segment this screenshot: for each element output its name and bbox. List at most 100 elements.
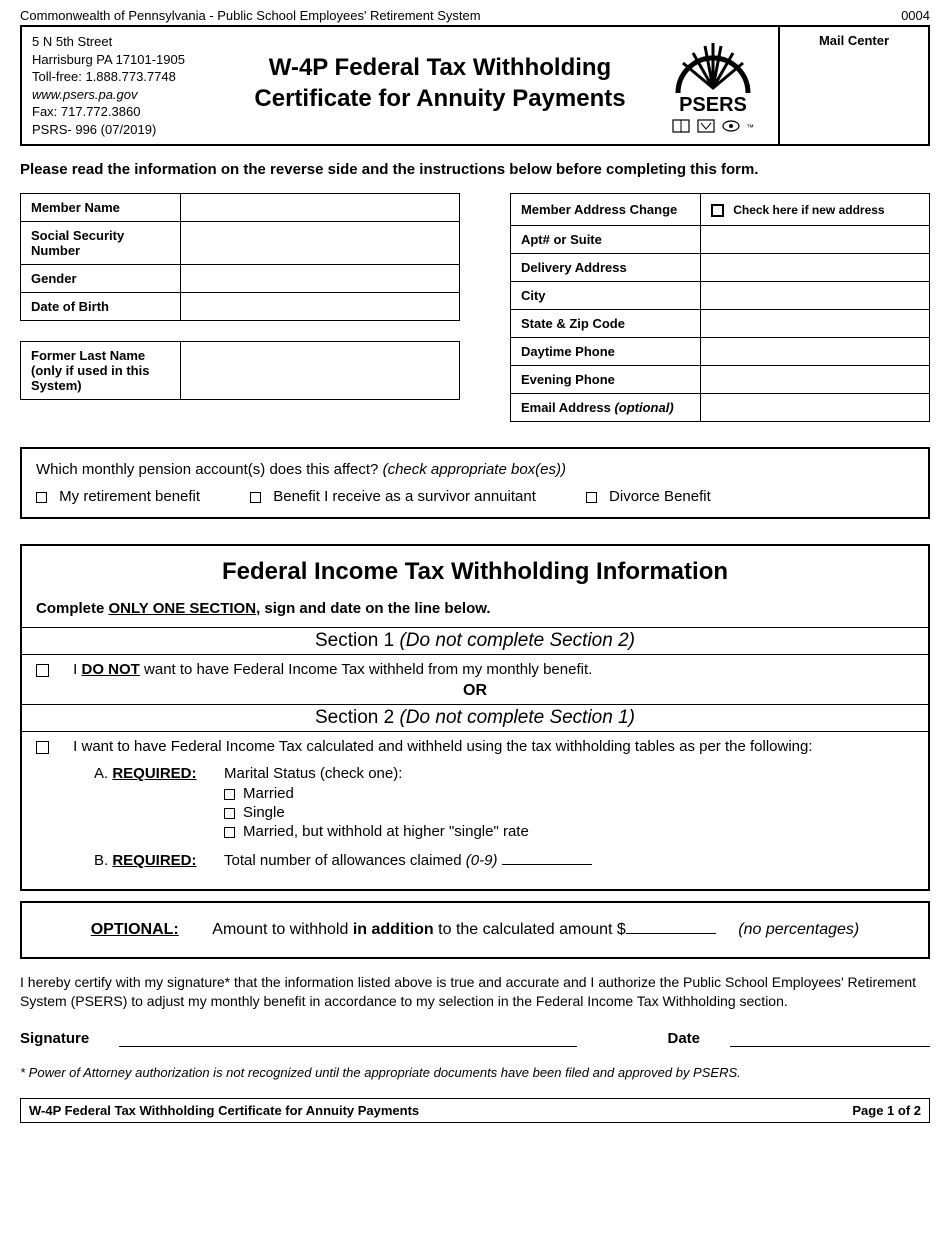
member-name-input[interactable] <box>180 194 459 222</box>
addr-line1: 5 N 5th Street <box>32 33 222 51</box>
email-input[interactable] <box>700 394 929 422</box>
former-name-input[interactable] <box>180 342 459 400</box>
section1-header: Section 1 (Do not complete Section 2) <box>22 627 928 655</box>
single-checkbox[interactable] <box>224 808 235 819</box>
federal-instruction: Complete ONLY ONE SECTION, sign and date… <box>22 600 928 617</box>
req-b-text: Total number of allowances claimed <box>224 852 466 869</box>
ssn-input[interactable] <box>180 222 459 265</box>
dayphone-input[interactable] <box>700 338 929 366</box>
table-row: Delivery Address <box>510 254 929 282</box>
address-block: 5 N 5th Street Harrisburg PA 17101-1905 … <box>22 27 232 144</box>
required-b: B. REQUIRED: Total number of allowances … <box>94 852 914 869</box>
s2-text: I want to have Federal Income Tax calcul… <box>73 738 812 755</box>
optional-box: OPTIONAL: Amount to withhold in addition… <box>20 901 930 959</box>
section2-checkbox[interactable] <box>36 741 49 754</box>
form-code: PSRS- 996 (07/2019) <box>32 121 222 139</box>
apt-label: Apt# or Suite <box>510 226 700 254</box>
table-row: Daytime Phone <box>510 338 929 366</box>
retirement-label: My retirement benefit <box>59 488 200 505</box>
statezip-input[interactable] <box>700 310 929 338</box>
email-optional: (optional) <box>614 400 673 415</box>
optional-hint: (no percentages) <box>738 921 859 938</box>
apt-input[interactable] <box>700 226 929 254</box>
retirement-checkbox[interactable] <box>36 492 47 503</box>
married-single-rate-label: Married, but withhold at higher "single"… <box>243 823 529 840</box>
s1-text-c: want to have Federal Income Tax withheld… <box>140 661 592 678</box>
req-b: B. REQUIRED: <box>94 852 224 869</box>
section2-head-b: (Do not complete Section 1) <box>399 707 635 728</box>
dob-input[interactable] <box>180 293 459 321</box>
section2-head-a: Section 2 <box>315 707 400 728</box>
left-tables: Member Name Social Security Number Gende… <box>20 193 460 400</box>
optional-amount-input[interactable] <box>626 933 716 934</box>
member-table: Member Name Social Security Number Gende… <box>20 193 460 321</box>
top-header: Commonwealth of Pennsylvania - Public Sc… <box>20 8 930 23</box>
fed-instr-suffix: , sign and date on the line below. <box>256 600 490 617</box>
table-row: City <box>510 282 929 310</box>
section2-header: Section 2 (Do not complete Section 1) <box>22 704 928 732</box>
form-title: W-4P Federal Tax Withholding Certificate… <box>232 27 648 144</box>
signature-input[interactable] <box>119 1029 577 1047</box>
req-a-text: Marital Status (check one): <box>224 765 402 782</box>
former-name-table: Former Last Name (only if used in this S… <box>20 341 460 400</box>
former-name-label: Former Last Name (only if used in this S… <box>21 342 181 400</box>
fax: Fax: 717.772.3860 <box>32 103 222 121</box>
tollfree: Toll-free: 1.888.773.7748 <box>32 68 222 86</box>
address-table: Member Address Change Check here if new … <box>510 193 930 422</box>
s1-text-b: DO NOT <box>82 661 140 678</box>
delivery-label: Delivery Address <box>510 254 700 282</box>
addr-line2: Harrisburg PA 17101-1905 <box>32 51 222 69</box>
new-address-checkbox[interactable] <box>711 204 724 217</box>
date-input[interactable] <box>730 1029 930 1047</box>
email-label-cell: Email Address (optional) <box>510 394 700 422</box>
date-label: Date <box>667 1030 700 1047</box>
req-b-label: REQUIRED: <box>112 852 196 869</box>
psers-logo: PSERS ™ <box>648 27 778 144</box>
city-input[interactable] <box>700 282 929 310</box>
single-label: Single <box>243 804 285 821</box>
accounts-question: Which monthly pension account(s) does th… <box>36 461 914 478</box>
form-code-top: 0004 <box>901 8 930 23</box>
account-option: My retirement benefit <box>36 488 200 505</box>
section2-body: I want to have Federal Income Tax calcul… <box>22 732 928 869</box>
footer-right: Page 1 of 2 <box>852 1103 921 1118</box>
divorce-checkbox[interactable] <box>586 492 597 503</box>
email-label: Email Address <box>521 400 611 415</box>
divorce-label: Divorce Benefit <box>609 488 711 505</box>
form-page: Commonwealth of Pennsylvania - Public Sc… <box>0 0 950 1143</box>
svg-text:PSERS: PSERS <box>679 94 747 116</box>
website: www.psers.pa.gov <box>32 86 222 104</box>
table-row: Apt# or Suite <box>510 226 929 254</box>
table-row: Date of Birth <box>21 293 460 321</box>
signature-label: Signature <box>20 1030 89 1047</box>
req-b-hint: (0-9) <box>466 852 498 869</box>
mail-center: Mail Center <box>778 27 928 144</box>
poa-note: * Power of Attorney authorization is not… <box>20 1065 930 1080</box>
married-checkbox[interactable] <box>224 789 235 800</box>
table-row: State & Zip Code <box>510 310 929 338</box>
married-single-rate-checkbox[interactable] <box>224 827 235 838</box>
gender-input[interactable] <box>180 265 459 293</box>
federal-box: Federal Income Tax Withholding Informati… <box>20 544 930 891</box>
accounts-q-hint: (check appropriate box(es)) <box>383 461 566 478</box>
title-line1: W-4P Federal Tax Withholding <box>232 52 648 83</box>
marital-option: Married <box>224 785 914 802</box>
footer: W-4P Federal Tax Withholding Certificate… <box>20 1098 930 1123</box>
certification-text: I hereby certify with my signature* that… <box>20 973 930 1011</box>
sun-icon: PSERS <box>663 38 763 118</box>
instruction-text: Please read the information on the rever… <box>20 161 930 178</box>
table-row: Social Security Number <box>21 222 460 265</box>
req-a-letter: A. <box>94 765 112 782</box>
allowances-input[interactable] <box>502 864 592 865</box>
req-b-content: Total number of allowances claimed (0-9) <box>224 852 592 869</box>
survivor-checkbox[interactable] <box>250 492 261 503</box>
delivery-input[interactable] <box>700 254 929 282</box>
section1-head-b: (Do not complete Section 2) <box>399 630 635 651</box>
table-row: Gender <box>21 265 460 293</box>
required-list: A. REQUIRED: Marital Status (check one): <box>94 765 914 782</box>
section1-checkbox[interactable] <box>36 664 49 677</box>
new-address-label: Check here if new address <box>733 203 884 217</box>
evephone-input[interactable] <box>700 366 929 394</box>
title-line2: Certificate for Annuity Payments <box>232 83 648 114</box>
account-option: Benefit I receive as a survivor annuitan… <box>250 488 536 505</box>
